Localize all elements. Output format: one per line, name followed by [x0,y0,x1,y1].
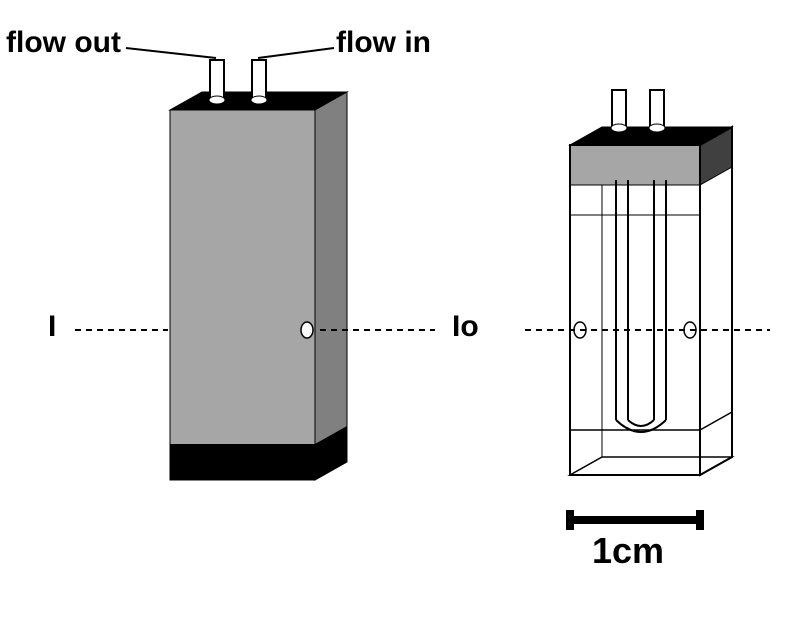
flow-in-leader [258,48,334,58]
right-tube-out [612,90,626,128]
right-cuvette-bottom-face [570,457,732,475]
left-tube-out [210,60,224,100]
left-cuvette-aperture [301,322,313,338]
left-tube-out-port [209,96,225,104]
left-cuvette-base-front [170,444,315,480]
left-cuvette-front [170,110,315,480]
left-cuvette-side [315,92,347,480]
scale-label: 1cm [592,530,664,572]
left-tube-in-port [251,96,267,104]
right-inner-tube-u-inner [628,420,654,426]
left-tube-in [252,60,266,100]
flow-out-label: flow out [6,26,121,60]
right-cuvette-inner-floor-side [700,412,732,430]
I-label: I [48,310,56,344]
right-tube-out-port [611,124,627,132]
flow-in-label: flow in [336,26,431,60]
right-tube-in [650,90,664,128]
right-cuvette-band [570,185,700,215]
Io-label: Io [452,310,479,344]
flow-out-leader [126,48,216,58]
right-tube-in-port [649,124,665,132]
right-cuvette-cap-front [570,145,700,185]
